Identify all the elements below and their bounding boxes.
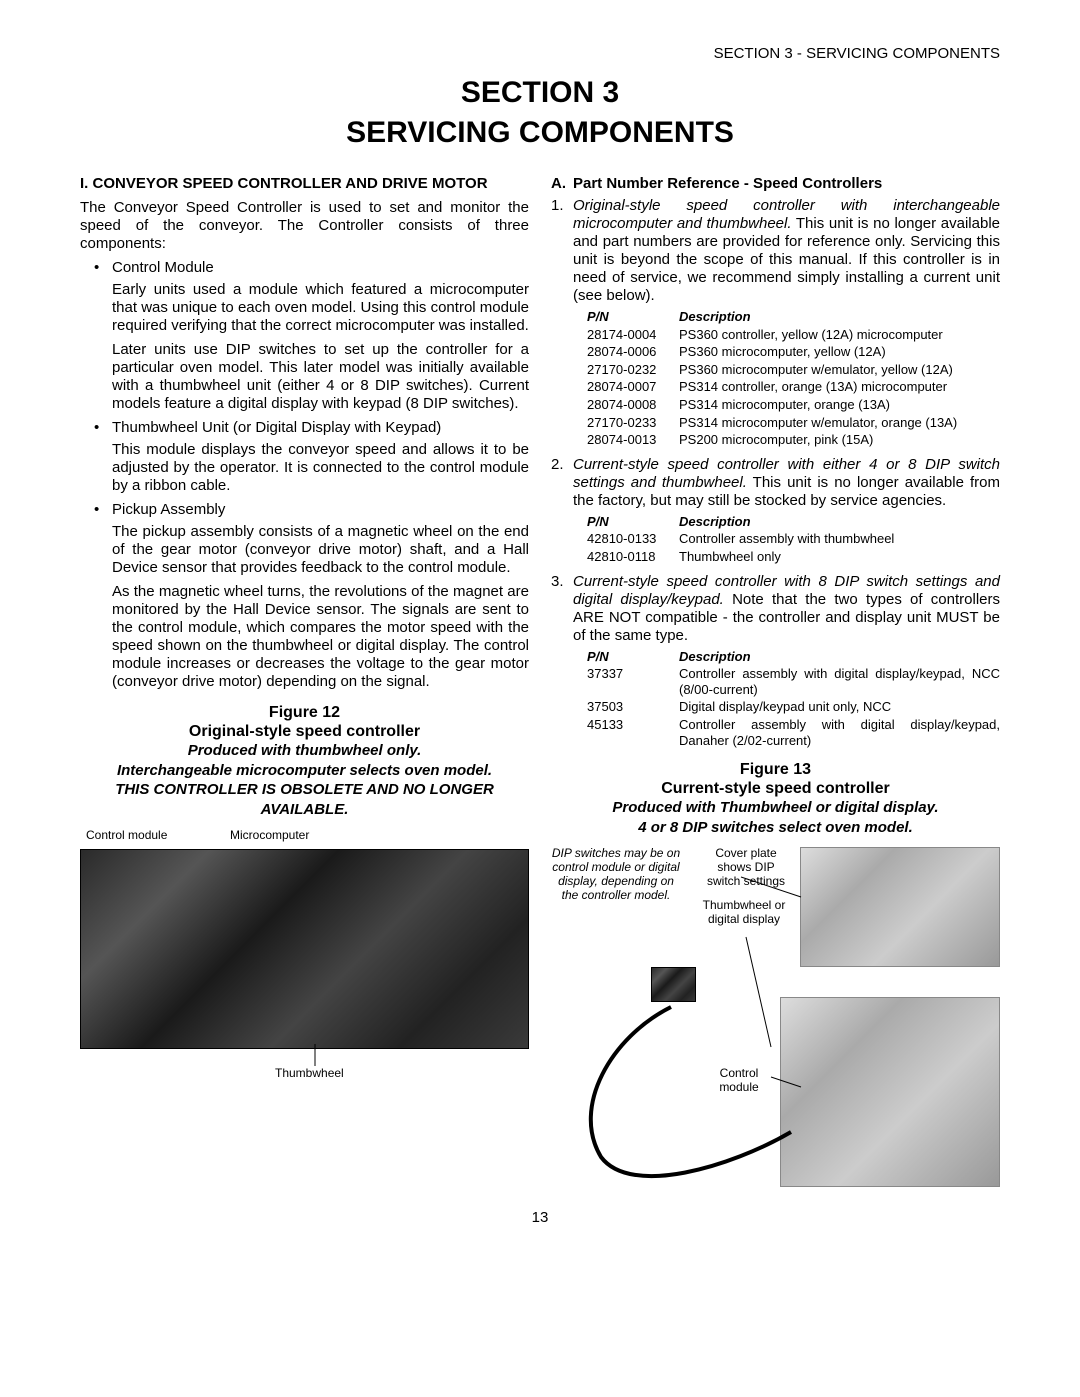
page-number: 13	[80, 1209, 1000, 1227]
left-column: I. CONVEYOR SPEED CONTROLLER AND DRIVE M…	[80, 175, 529, 1197]
thumbwheel-unit-p: This module displays the conveyor speed …	[112, 441, 529, 495]
fig12-label-control-module: Control module	[86, 829, 167, 843]
parts-table-1: P/NDescription 28174-0004PS360 controlle…	[587, 309, 1000, 448]
fig12-label-microcomputer: Microcomputer	[230, 829, 309, 843]
fig13-cable-and-leaders	[551, 847, 1011, 1197]
table-row: 27170-0232PS360 microcomputer w/emulator…	[587, 362, 1000, 378]
figure13-sub: Produced with Thumbwheel or digital disp…	[551, 798, 1000, 837]
pickup-assembly-p2: As the magnetic wheel turns, the revolut…	[112, 583, 529, 691]
figure13-number: Figure 13	[551, 760, 1000, 779]
bullet-thumbwheel-unit: •Thumbwheel Unit (or Digital Display wit…	[94, 419, 529, 437]
figure12-sub: Produced with thumbwheel only. Interchan…	[80, 741, 529, 819]
header-section-label: SECTION 3 - SERVICING COMPONENTS	[80, 45, 1000, 63]
table-row: 28074-0007PS314 controller, orange (13A)…	[587, 379, 1000, 395]
figure12-number: Figure 12	[80, 703, 529, 722]
table-row: 28074-0006PS360 microcomputer, yellow (1…	[587, 344, 1000, 360]
item-2: 2. Current-style speed controller with e…	[551, 456, 1000, 510]
pickup-assembly-p1: The pickup assembly consists of a magnet…	[112, 523, 529, 577]
table-row: 37337Controller assembly with digital di…	[587, 666, 1000, 697]
right-column: A. Part Number Reference - Speed Control…	[551, 175, 1000, 1197]
control-module-p2: Later units use DIP switches to set up t…	[112, 341, 529, 413]
parts-table-2: P/NDescription 42810-0133Controller asse…	[587, 514, 1000, 565]
fig12-leader-line	[310, 1044, 320, 1066]
table-row: 28074-0013PS200 microcomputer, pink (15A…	[587, 432, 1000, 448]
section-i-heading: I. CONVEYOR SPEED CONTROLLER AND DRIVE M…	[80, 175, 529, 193]
table-row: 27170-0233PS314 microcomputer w/emulator…	[587, 415, 1000, 431]
table-row: 28074-0008PS314 microcomputer, orange (1…	[587, 397, 1000, 413]
figure12-photo	[80, 849, 529, 1049]
figure12-image-area: Control module Microcomputer Thumbwheel	[80, 829, 529, 1089]
section-a-heading: A. Part Number Reference - Speed Control…	[551, 175, 1000, 193]
figure12-caption: Original-style speed controller	[80, 722, 529, 741]
table-row: 37503Digital display/keypad unit only, N…	[587, 699, 1000, 715]
table-row: 42810-0118Thumbwheel only	[587, 549, 1000, 565]
bullet-pickup-assembly: •Pickup Assembly	[94, 501, 529, 519]
table-row: 42810-0133Controller assembly with thumb…	[587, 531, 1000, 547]
table-row: 45133Controller assembly with digital di…	[587, 717, 1000, 748]
item-1: 1. Original-style speed controller with …	[551, 197, 1000, 305]
figure13-caption: Current-style speed controller	[551, 779, 1000, 798]
figure13-image-area: DIP switches may be on control module or…	[551, 847, 1000, 1197]
main-subtitle: SERVICING COMPONENTS	[80, 115, 1000, 151]
bullet-control-module: •Control Module	[94, 259, 529, 277]
parts-table-3: P/NDescription 37337Controller assembly …	[587, 649, 1000, 749]
table-row: 28174-0004PS360 controller, yellow (12A)…	[587, 327, 1000, 343]
item-3: 3. Current-style speed controller with 8…	[551, 573, 1000, 645]
intro-paragraph: The Conveyor Speed Controller is used to…	[80, 199, 529, 253]
control-module-p1: Early units used a module which featured…	[112, 281, 529, 335]
main-title: SECTION 3	[80, 75, 1000, 111]
fig12-label-thumbwheel: Thumbwheel	[275, 1067, 344, 1081]
